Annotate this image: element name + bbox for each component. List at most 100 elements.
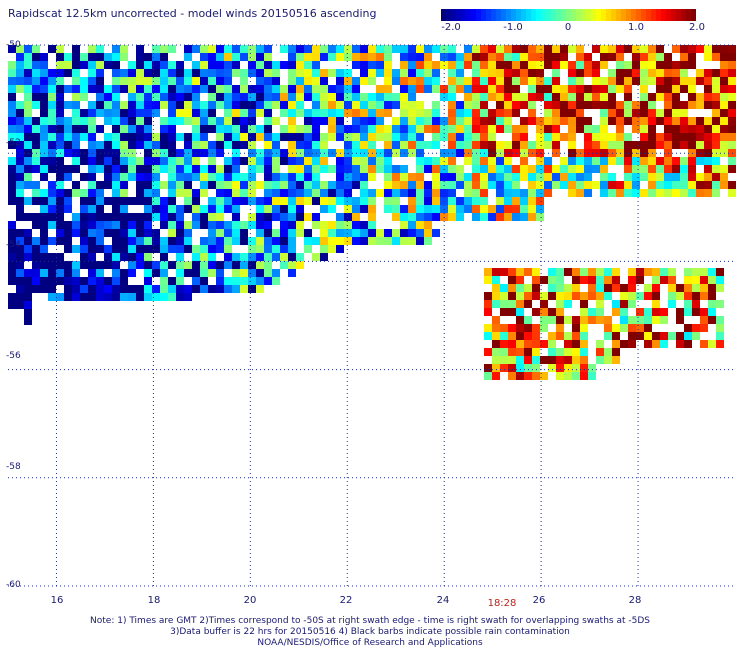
colorbar-swatch xyxy=(516,9,522,21)
wind-cell xyxy=(688,93,696,101)
wind-cell xyxy=(24,173,32,181)
wind-cell xyxy=(72,189,80,197)
wind-cell xyxy=(56,293,64,301)
wind-cell xyxy=(128,213,136,221)
wind-cell xyxy=(600,125,608,133)
wind-cell xyxy=(400,77,408,85)
wind-cell xyxy=(512,53,520,61)
wind-cell xyxy=(424,53,432,61)
wind-cell xyxy=(24,253,32,261)
wind-cell xyxy=(640,85,648,93)
wind-cell xyxy=(608,173,616,181)
wind-cell xyxy=(592,45,600,53)
wind-cell xyxy=(152,293,160,301)
wind-cell xyxy=(672,109,680,117)
wind-cell xyxy=(652,284,660,292)
wind-cell xyxy=(200,141,208,149)
wind-difference-cells xyxy=(8,45,736,380)
wind-cell xyxy=(648,53,656,61)
wind-cell xyxy=(712,125,720,133)
wind-cell xyxy=(184,229,192,237)
wind-cell xyxy=(272,269,280,277)
wind-cell xyxy=(264,93,272,101)
wind-cell xyxy=(128,229,136,237)
wind-cell xyxy=(660,268,668,276)
wind-cell xyxy=(240,229,248,237)
wind-cell xyxy=(424,141,432,149)
wind-cell xyxy=(416,229,424,237)
wind-cell xyxy=(344,221,352,229)
wind-cell xyxy=(352,205,360,213)
wind-cell xyxy=(376,157,384,165)
wind-cell xyxy=(644,316,652,324)
wind-cell xyxy=(640,189,648,197)
wind-cell xyxy=(184,237,192,245)
wind-cell xyxy=(16,85,24,93)
wind-cell xyxy=(96,85,104,93)
wind-cell xyxy=(620,284,628,292)
wind-cell xyxy=(128,245,136,253)
wind-cell xyxy=(184,181,192,189)
wind-cell xyxy=(312,213,320,221)
wind-cell xyxy=(580,348,588,356)
wind-cell xyxy=(516,316,524,324)
wind-cell xyxy=(56,133,64,141)
wind-cell xyxy=(24,45,32,53)
wind-cell xyxy=(272,101,280,109)
wind-cell xyxy=(688,77,696,85)
wind-cell xyxy=(580,316,588,324)
wind-cell xyxy=(524,340,532,348)
wind-cell xyxy=(136,253,144,261)
wind-cell xyxy=(496,109,504,117)
wind-cell xyxy=(368,101,376,109)
wind-cell xyxy=(728,45,736,53)
wind-cell xyxy=(352,85,360,93)
wind-cell xyxy=(576,77,584,85)
wind-cell xyxy=(664,189,672,197)
wind-cell xyxy=(72,45,80,53)
wind-cell xyxy=(624,189,632,197)
lat-label: -50 xyxy=(6,40,21,50)
wind-cell xyxy=(480,53,488,61)
wind-cell xyxy=(304,53,312,61)
wind-cell xyxy=(448,85,456,93)
wind-cell xyxy=(96,101,104,109)
wind-cell xyxy=(160,285,168,293)
wind-cell xyxy=(56,213,64,221)
wind-cell xyxy=(432,205,440,213)
wind-cell xyxy=(648,77,656,85)
wind-cell xyxy=(112,181,120,189)
wind-cell xyxy=(472,85,480,93)
wind-cell xyxy=(128,221,136,229)
wind-cell xyxy=(600,77,608,85)
wind-cell xyxy=(336,101,344,109)
wind-cell xyxy=(336,157,344,165)
footer-note-line: Note: 1) Times are GMT 2)Times correspon… xyxy=(90,616,650,626)
wind-cell xyxy=(152,173,160,181)
wind-cell xyxy=(384,109,392,117)
wind-cell xyxy=(512,213,520,221)
wind-cell xyxy=(408,141,416,149)
wind-cell xyxy=(224,285,232,293)
wind-cell xyxy=(104,277,112,285)
wind-cell xyxy=(88,261,96,269)
wind-cell xyxy=(600,53,608,61)
wind-cell xyxy=(48,157,56,165)
wind-cell xyxy=(652,268,660,276)
wind-cell xyxy=(528,117,536,125)
wind-cell xyxy=(80,61,88,69)
wind-cell xyxy=(488,85,496,93)
wind-cell xyxy=(232,197,240,205)
wind-cell xyxy=(456,85,464,93)
wind-cell xyxy=(64,269,72,277)
wind-cell xyxy=(320,253,328,261)
wind-cell xyxy=(612,308,620,316)
wind-cell xyxy=(620,340,628,348)
wind-cell xyxy=(556,356,564,364)
wind-cell xyxy=(464,53,472,61)
wind-cell xyxy=(516,340,524,348)
wind-cell xyxy=(416,173,424,181)
wind-cell xyxy=(232,117,240,125)
footer-credit: NOAA/NESDIS/Office of Research and Appli… xyxy=(257,638,483,648)
wind-cell xyxy=(616,181,624,189)
